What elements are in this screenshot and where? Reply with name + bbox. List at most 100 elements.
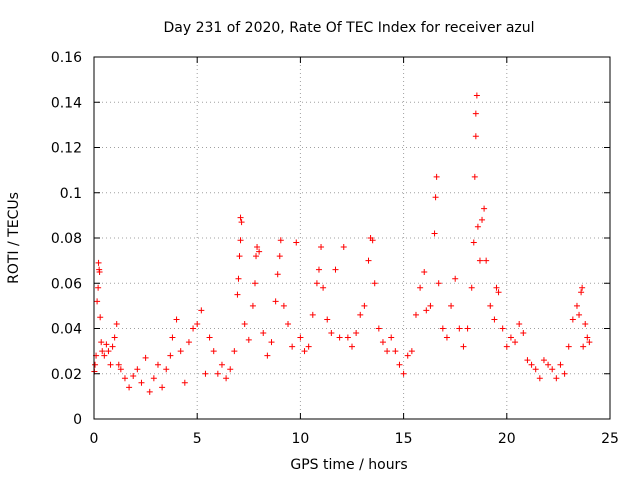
- data-point: [256, 248, 263, 255]
- data-point: [470, 239, 477, 246]
- data-point: [375, 325, 382, 332]
- data-point: [277, 237, 284, 244]
- y-tick-label: 0.16: [51, 50, 82, 66]
- data-point: [113, 320, 120, 327]
- data-point: [111, 334, 118, 341]
- data-point: [578, 289, 585, 296]
- data-point: [251, 280, 258, 287]
- data-point: [503, 343, 510, 350]
- axis-ticks: 0 5 10 15 20 25 0 0.02 0.04 0.06 0.08 0.1 0.12 0.14 0.…: [51, 50, 619, 447]
- data-point: [417, 284, 424, 291]
- data-point: [101, 352, 108, 359]
- y-tick-label: 0.04: [51, 322, 82, 338]
- data-point: [384, 348, 391, 355]
- data-point: [495, 289, 502, 296]
- data-point: [471, 173, 478, 180]
- data-point: [452, 275, 459, 282]
- x-tick-label: 15: [395, 431, 413, 447]
- data-point: [237, 214, 244, 221]
- data-point: [99, 348, 106, 355]
- data-point: [167, 352, 174, 359]
- data-point: [472, 133, 479, 140]
- data-point: [313, 280, 320, 287]
- data-point: [396, 361, 403, 368]
- data-point: [479, 216, 486, 223]
- data-point: [126, 384, 133, 391]
- data-point: [443, 334, 450, 341]
- data-point: [472, 110, 479, 117]
- data-point: [293, 239, 300, 246]
- data-point: [227, 366, 234, 373]
- y-tick-label: 0.14: [51, 95, 82, 111]
- data-point: [474, 223, 481, 230]
- x-axis-label: GPS time / hours: [290, 457, 407, 473]
- data-point: [432, 194, 439, 201]
- data-point: [580, 343, 587, 350]
- data-point: [404, 352, 411, 359]
- data-point: [177, 348, 184, 355]
- data-point: [579, 284, 586, 291]
- data-point: [499, 325, 506, 332]
- data-point: [439, 325, 446, 332]
- data-point: [181, 379, 188, 386]
- data-point: [237, 237, 244, 244]
- data-point: [357, 311, 364, 318]
- data-point: [487, 302, 494, 309]
- data-point: [260, 330, 267, 337]
- x-tick-label: 5: [193, 431, 202, 447]
- data-point: [95, 259, 102, 266]
- data-point: [107, 361, 114, 368]
- data-point: [318, 244, 325, 251]
- data-point: [249, 302, 256, 309]
- data-point: [423, 307, 430, 314]
- plot-area-border: [93, 56, 611, 420]
- y-tick-label: 0.12: [51, 141, 82, 157]
- data-point: [103, 341, 110, 348]
- data-point: [528, 361, 535, 368]
- data-point: [371, 280, 378, 287]
- data-point: [392, 348, 399, 355]
- data-point: [173, 316, 180, 323]
- data-points: [91, 92, 593, 395]
- data-point: [344, 334, 351, 341]
- data-point: [332, 266, 339, 273]
- data-point: [493, 284, 500, 291]
- data-point: [412, 311, 419, 318]
- data-point: [253, 253, 260, 260]
- data-point: [586, 339, 593, 346]
- y-axis-label: ROTI / TECUs: [6, 192, 22, 284]
- data-point: [138, 379, 145, 386]
- data-point: [109, 343, 116, 350]
- chart-title: Day 231 of 2020, Rate Of TEC Index for r…: [163, 20, 534, 36]
- data-point: [150, 375, 157, 382]
- data-point: [349, 343, 355, 350]
- data-point: [408, 348, 415, 355]
- data-point: [305, 343, 312, 350]
- data-point: [241, 320, 248, 327]
- data-point: [272, 298, 279, 305]
- data-point: [264, 352, 271, 359]
- data-point: [276, 253, 283, 260]
- data-point: [512, 339, 519, 346]
- data-point: [315, 266, 322, 273]
- data-point: [468, 284, 475, 291]
- data-point: [280, 302, 287, 309]
- data-point: [130, 373, 137, 380]
- y-tick-label: 0.06: [51, 276, 82, 292]
- data-point: [561, 370, 568, 377]
- data-point: [238, 219, 245, 226]
- data-point: [214, 370, 221, 377]
- data-point: [235, 275, 242, 282]
- data-point: [435, 280, 442, 287]
- data-point: [388, 334, 395, 341]
- data-point: [194, 320, 201, 327]
- data-point: [433, 173, 440, 180]
- data-point: [456, 325, 463, 332]
- data-point: [431, 230, 438, 237]
- data-point: [146, 388, 153, 395]
- data-point: [565, 343, 572, 350]
- data-point: [553, 375, 560, 382]
- data-point: [231, 348, 238, 355]
- x-tick-label: 20: [498, 431, 516, 447]
